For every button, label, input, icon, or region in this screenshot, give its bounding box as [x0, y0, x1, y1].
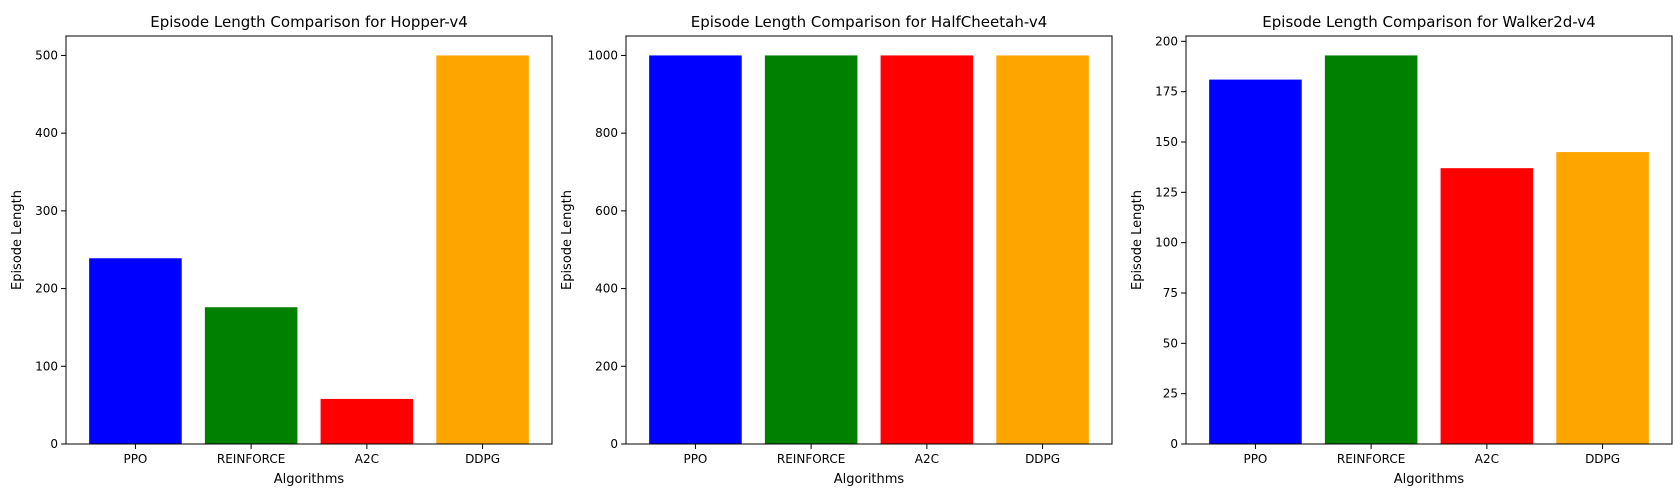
x-tick-label: A2C — [355, 452, 379, 466]
chart-title: Episode Length Comparison for Hopper-v4 — [150, 13, 468, 31]
chart-title: Episode Length Comparison for HalfCheeta… — [691, 13, 1048, 31]
x-tick-label: REINFORCE — [777, 452, 845, 466]
y-tick-label: 100 — [35, 359, 58, 373]
y-tick-label: 150 — [1155, 135, 1178, 149]
x-tick-label: DDPG — [465, 452, 500, 466]
y-tick-label: 50 — [1163, 336, 1178, 350]
bar-ddpg — [996, 55, 1089, 445]
chart-title: Episode Length Comparison for Walker2d-v… — [1262, 13, 1595, 31]
y-axis-label: Episode Length — [1130, 190, 1145, 290]
chart-halfcheetah: Episode Length Comparison for HalfCheeta… — [560, 13, 1113, 487]
bar-ddpg — [436, 55, 529, 445]
y-axis: 0 25 50 75 100 125 150 175 200 — [1155, 34, 1186, 451]
y-tick-label: 0 — [50, 437, 58, 451]
x-tick-label: PPO — [683, 452, 707, 466]
y-axis: 0 200 400 600 800 1000 — [587, 48, 626, 451]
chart-hopper: Episode Length Comparison for Hopper-v4 … — [10, 13, 553, 487]
x-tick-label: DDPG — [1585, 452, 1620, 466]
y-tick-label: 125 — [1155, 185, 1178, 199]
bar-reinforce — [1324, 55, 1418, 445]
y-tick-label: 200 — [1155, 34, 1178, 48]
x-tick-label: A2C — [1475, 452, 1499, 466]
x-tick-label: REINFORCE — [1337, 452, 1405, 466]
bar-ppo — [649, 55, 742, 445]
y-tick-label: 400 — [35, 126, 58, 140]
bar-reinforce — [764, 55, 858, 445]
y-tick-label: 800 — [595, 126, 618, 140]
bar-group — [1209, 55, 1649, 445]
y-axis-label: Episode Length — [10, 190, 25, 290]
y-tick-label: 200 — [35, 282, 58, 296]
y-tick-label: 200 — [595, 359, 618, 373]
y-tick-label: 500 — [35, 48, 58, 62]
chart-walker2d: Episode Length Comparison for Walker2d-v… — [1130, 13, 1673, 487]
x-tick-label: A2C — [915, 452, 939, 466]
x-axis: PPO REINFORCE A2C DDPG — [683, 444, 1060, 466]
y-tick-label: 0 — [1170, 437, 1178, 451]
y-axis: 0 100 200 300 400 500 — [35, 48, 66, 451]
y-tick-label: 0 — [610, 437, 618, 451]
bar-ppo — [89, 258, 182, 444]
bar-ppo — [1209, 79, 1302, 445]
x-tick-label: DDPG — [1025, 452, 1060, 466]
y-tick-label: 400 — [595, 282, 618, 296]
y-tick-label: 100 — [1155, 236, 1178, 250]
y-tick-label: 600 — [595, 204, 618, 218]
plot-frame — [65, 35, 553, 445]
bar-reinforce — [204, 307, 298, 444]
y-tick-label: 75 — [1163, 286, 1178, 300]
y-tick-label: 175 — [1155, 85, 1178, 99]
bar-group — [89, 55, 529, 445]
y-axis-label: Episode Length — [560, 190, 575, 290]
bar-ddpg — [1556, 152, 1649, 444]
x-axis-label: Algorithms — [834, 472, 905, 487]
x-axis: PPO REINFORCE A2C DDPG — [1243, 444, 1620, 466]
x-tick-label: PPO — [1243, 452, 1267, 466]
y-tick-label: 300 — [35, 204, 58, 218]
bar-a2c — [1440, 168, 1534, 444]
bar-a2c — [320, 398, 414, 444]
x-tick-label: PPO — [123, 452, 147, 466]
x-axis-label: Algorithms — [274, 472, 345, 487]
x-axis: PPO REINFORCE A2C DDPG — [123, 444, 500, 466]
bar-a2c — [880, 55, 974, 445]
plot-frame — [1185, 35, 1673, 445]
plot-frame — [625, 35, 1113, 445]
bar-group — [649, 55, 1089, 445]
y-tick-label: 1000 — [587, 48, 618, 62]
y-tick-label: 25 — [1163, 387, 1178, 401]
x-tick-label: REINFORCE — [217, 452, 285, 466]
x-axis-label: Algorithms — [1394, 472, 1465, 487]
